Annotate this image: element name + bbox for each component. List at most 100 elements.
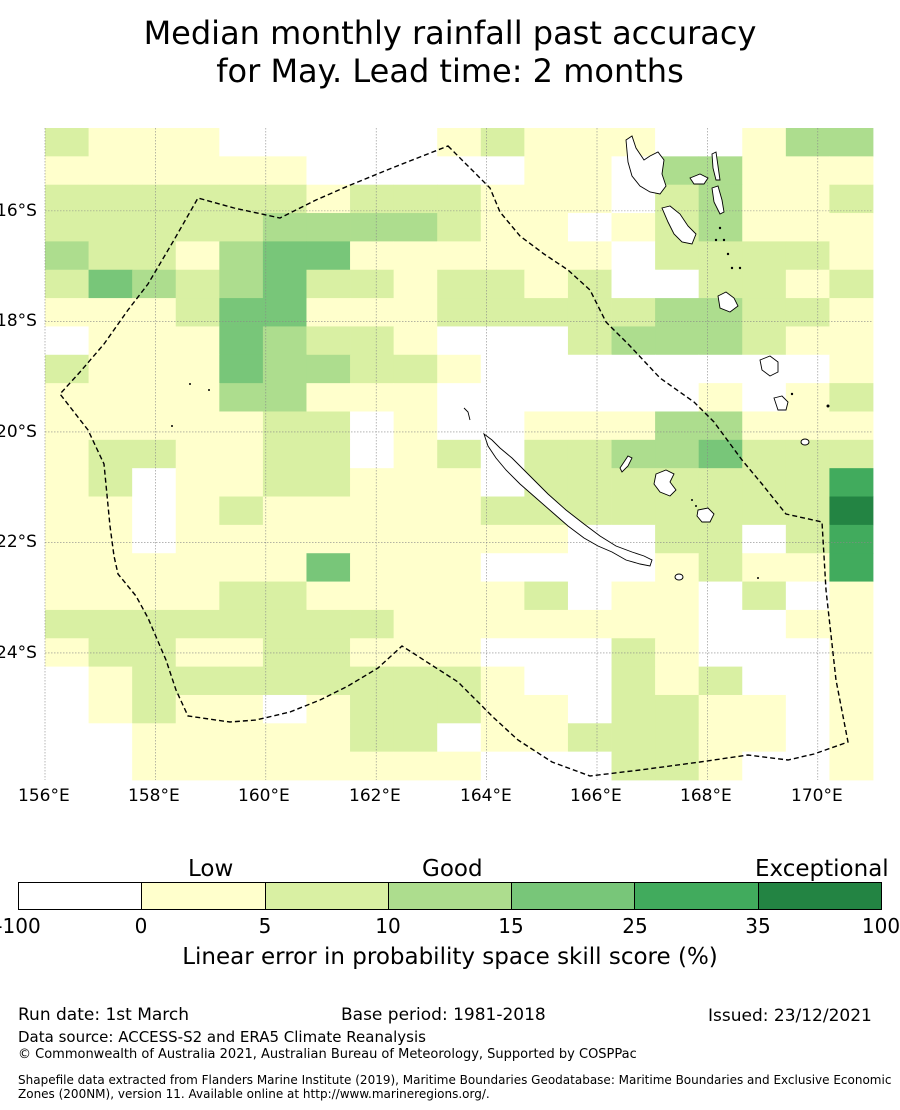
grid-cell [393,184,438,214]
grid-cell [350,468,395,497]
grid-cell [175,354,220,384]
grid-cell [393,411,438,441]
grid-cell [45,581,89,611]
grid-cell [698,411,743,441]
grid-cell [350,581,395,611]
grid-cell [175,269,220,299]
grid-cell [306,439,351,469]
skill-map [44,128,874,781]
grid-cell [306,694,351,724]
grid-cell [655,609,700,639]
grid-cell [88,411,133,441]
grid-cell [306,241,351,271]
small-islets [171,226,830,579]
grid-cell [437,496,482,526]
grid-cell [219,496,264,526]
grid-cell [306,156,351,186]
grid-cell [45,269,89,299]
grid-cell [393,354,438,384]
grid-cell [785,751,830,781]
isle-of-pines [674,573,684,581]
grid-cell [437,468,482,497]
grid-cell [524,269,569,299]
grid-cell [350,128,395,157]
grid-cell [219,184,264,214]
grid-cell [306,128,351,157]
grid-cell [785,666,830,696]
grid-cell [829,128,874,157]
grid-cell [611,383,656,412]
grid-cell [262,666,307,696]
colorbar-segment-5 [635,883,759,909]
grid-cell [393,241,438,271]
grid-cell [132,694,177,724]
lat-label-16s: 16°S [0,201,37,221]
colorbar-segment-1 [142,883,266,909]
grid-cell [524,439,569,469]
aneityum-island [800,438,810,446]
grid-cell [698,383,743,412]
grid-cell [655,326,700,356]
grid-cell [45,439,89,469]
grid-cell [262,184,307,214]
grid-cell [88,723,133,753]
title-line-1: Median monthly rainfall past accuracy [143,14,757,52]
grid-cell [350,609,395,639]
grid-cell [567,184,612,214]
grid-cell [393,213,438,242]
grid-cell [742,213,787,242]
grid-cell [567,439,612,469]
grid-cell [132,128,177,157]
grid-cell [306,354,351,384]
grid-cell [655,383,700,412]
grid-cell [437,666,482,696]
grid-cell [611,298,656,327]
grid-cell [655,439,700,469]
grid-cell [45,468,89,497]
copyright: © Commonwealth of Australia 2021, Austra… [18,1047,637,1062]
lon-label-156e: 156°E [18,786,70,806]
grid-cell [829,751,874,781]
grid-cell [567,553,612,582]
grid-cell [611,723,656,753]
grid-cell [132,723,177,753]
grid-cell [132,326,177,356]
grid-cell [437,156,482,186]
grid-cell [219,553,264,582]
grid-cell [742,298,787,327]
grid-cell [785,411,830,441]
grid-cell [655,496,700,526]
grid-cell [175,751,220,781]
grid-cell [567,326,612,356]
grid-cell [611,581,656,611]
lat-label-18s: 18°S [0,311,37,331]
grid-cell [132,666,177,696]
grid-cell [698,581,743,611]
grid-cell [480,298,525,327]
grid-cell [175,298,220,327]
grid-cell [480,213,525,242]
grid-cell [437,694,482,724]
grid-cell [88,298,133,327]
grid-cell [437,383,482,412]
grid-cell [829,581,874,611]
grid-cell [88,666,133,696]
grid-cell [350,439,395,469]
grid-cell [132,156,177,186]
grid-cell [829,298,874,327]
grid-cell [698,666,743,696]
grid-cell [262,524,307,554]
grid-cell [567,723,612,753]
lon-label-158e: 158°E [128,786,180,806]
grid-cell [393,383,438,412]
colorbar-segment-0 [19,883,143,909]
grid-cell [480,128,525,157]
grid-cell [829,383,874,412]
grid-cell [350,269,395,299]
grid-cell [175,581,220,611]
grid-cell [45,411,89,441]
grid-cell [175,609,220,639]
grid-cell [219,581,264,611]
grid-cell [611,411,656,441]
grid-cell [393,156,438,186]
